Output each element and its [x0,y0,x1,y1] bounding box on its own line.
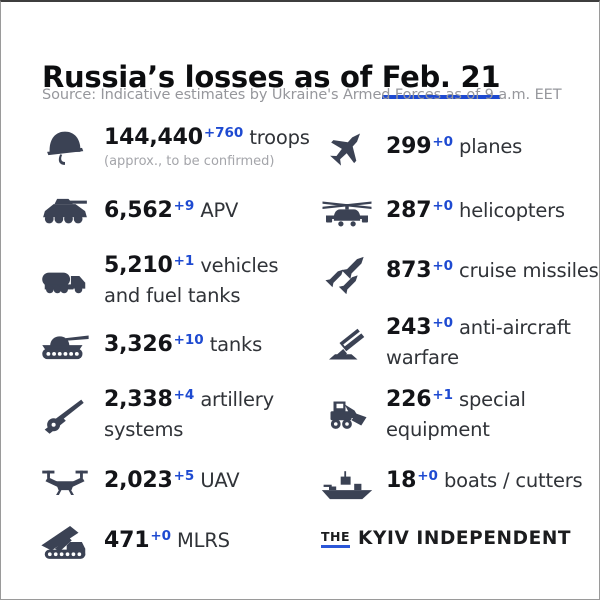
stat-value: 2,338 [104,387,173,412]
stat-label: helicopters [459,199,565,222]
stat-helicopters: 287+0 helicopters [318,190,565,234]
stat-delta: +9 [173,198,195,214]
warship-icon [318,460,376,504]
stat-line: 2,023+5 UAV [104,467,240,497]
stat-line: 3,326+10 tanks [104,331,262,361]
stat-line: 5,210+1 vehicles and fuel tanks [104,252,279,310]
stat-line: 2,338+4 artillery systems [104,386,274,444]
stat-delta: +760 [203,125,244,141]
stat-delta: +1 [432,387,454,403]
stat-label: APV [200,199,239,222]
stat-value: 2,023 [104,468,173,493]
stat-delta: +1 [173,253,195,269]
apv-icon [36,190,94,234]
stat-boats: 18+0 boats / cutters [318,460,583,504]
anti-aircraft-icon [318,321,376,365]
stat-value: 6,562 [104,198,173,223]
stat-value: 243 [386,315,432,340]
stat-delta: +0 [432,258,454,274]
stat-special-equipment: 226+1 special equipment [318,386,526,444]
stat-note: (approx., to be confirmed) [104,154,275,169]
helicopter-icon [318,190,376,234]
stat-delta: +5 [173,468,195,484]
stat-line: 6,562+9 APV [104,197,238,227]
stat-artillery: 2,338+4 artillery systems [36,386,274,444]
stat-label: anti-aircraft warfare [386,316,571,369]
stat-line: 471+0 MLRS [104,527,230,557]
stat-apv: 6,562+9 APV [36,190,238,234]
stat-anti-aircraft: 243+0 anti-aircraft warfare [318,314,571,372]
stat-delta: +0 [432,134,454,150]
stat-label: MLRS [177,529,230,552]
stat-vehicles: 5,210+1 vehicles and fuel tanks [36,252,279,310]
tank-icon [36,324,94,368]
stat-value: 3,326 [104,332,173,357]
stat-value: 471 [104,528,150,553]
stat-delta: +4 [173,387,195,403]
stat-delta: +0 [432,315,454,331]
stat-delta: +0 [432,198,454,214]
missiles-icon [318,250,376,294]
stat-cruise-missiles: 873+0 cruise missiles [318,250,599,294]
stat-label: planes [459,135,523,158]
stat-mlrs: 471+0 MLRS [36,520,230,564]
stat-uav: 2,023+5 UAV [36,460,240,504]
stat-delta: +0 [417,468,438,484]
stat-line: 18+0 boats / cutters [386,467,583,497]
stat-label: vehicles and fuel tanks [104,254,279,307]
logo-the: THE [321,529,351,548]
stat-value: 5,210 [104,253,173,278]
source-line: Source: Indicative estimates by Ukraine'… [42,87,562,103]
stat-value: 299 [386,134,432,159]
fuel-truck-icon [36,259,94,303]
title-text: Russia’s losses as of [42,60,382,95]
stat-value: 226 [386,387,432,412]
stat-delta: +0 [150,528,172,544]
stat-line: 226+1 special equipment [386,386,526,444]
stat-planes: 299+0 planes [318,124,522,172]
stat-label: boats / cutters [443,469,583,492]
kyiv-independent-logo: THE KYIV INDEPENDENT [321,528,571,549]
title-date-underlined: Feb. 21 [381,60,501,100]
stat-value: 873 [386,258,432,283]
stat-label: cruise missiles [459,259,599,282]
page-title: Russia’s losses as of Feb. 21 [42,60,501,100]
stat-value: 287 [386,198,432,223]
stat-delta: +10 [173,332,204,348]
stat-line: 287+0 helicopters [386,197,565,227]
drone-icon [36,460,94,504]
stat-label: tanks [209,333,263,356]
helmet-icon [36,124,94,170]
stat-label: artillery systems [104,388,274,441]
stat-line: 144,440+760 troops [104,124,310,154]
mlrs-icon [36,520,94,564]
logo-name: KYIV INDEPENDENT [358,528,572,549]
jet-icon [318,124,376,172]
stat-label: troops [249,126,310,149]
stat-value: 144,440 [104,125,203,150]
stat-tanks: 3,326+10 tanks [36,324,262,368]
stat-value: 18 [386,468,417,493]
artillery-icon [36,393,94,437]
stat-troops: 144,440+760 troops (approx., to be confir… [36,124,310,170]
stat-line: 299+0 planes [386,133,522,163]
stat-line: 243+0 anti-aircraft warfare [386,314,571,372]
stat-line: 873+0 cruise missiles [386,257,599,287]
loader-icon [318,393,376,437]
stat-label: special equipment [386,388,526,441]
stat-label: UAV [200,469,240,492]
